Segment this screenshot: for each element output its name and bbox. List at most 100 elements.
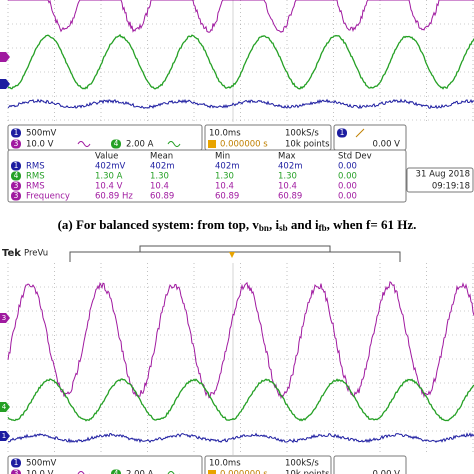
- channel-number: 4: [14, 171, 19, 180]
- measure-value: 402m: [278, 162, 303, 172]
- caption-text: , when f= 61 Hz.: [327, 217, 417, 232]
- caption-subscript: fb: [319, 223, 327, 233]
- measure-value: 60.89: [215, 192, 239, 202]
- channel-marker-label: 4: [2, 403, 7, 411]
- measure-value: 1.30 A: [95, 172, 123, 182]
- trigger-position: 0.000000 s: [220, 470, 268, 474]
- channel-badge: [337, 128, 347, 138]
- trigger-level: 0.00 V: [373, 140, 401, 150]
- date-box: [406, 167, 474, 193]
- channel-badge: [11, 161, 21, 171]
- channel-scale: 2.00 A: [126, 140, 154, 150]
- trigger-pointer: [229, 252, 235, 258]
- channel-number: 1: [14, 161, 19, 170]
- ac-icon: [77, 141, 91, 147]
- channel-badge: [11, 171, 21, 181]
- table-header: Mean: [150, 152, 173, 162]
- table-header: Min: [215, 152, 230, 162]
- trigger-marker: [208, 470, 216, 474]
- trigger-box: [333, 455, 407, 474]
- channel-number: 4: [114, 469, 119, 474]
- measure-value: 1.30: [150, 172, 169, 182]
- channel-badge: [11, 469, 21, 474]
- channel-marker: [0, 313, 10, 323]
- waveform: [7, 98, 474, 110]
- bottom-panel: 1 500mV 3 10.0 V 4 2.00 A 10.0ms 100kS/s 0.00000…: [0, 313, 400, 474]
- measure-value: 0.00: [338, 162, 357, 172]
- channel-marker: [0, 52, 10, 62]
- measure-value: 60.89 Hz: [95, 192, 133, 202]
- caption: (a) For balanced system: from top, vbn, …: [58, 217, 417, 233]
- channel-number: 3: [14, 181, 19, 190]
- measure-name: RMS: [26, 162, 45, 172]
- channel-marker-label: 1: [2, 432, 6, 440]
- channel-badge: [11, 128, 21, 138]
- measure-value: 1.30: [215, 172, 234, 182]
- channel-badge: [11, 139, 21, 149]
- waveform: [8, 432, 474, 444]
- caption-subscript: sb: [279, 223, 288, 233]
- top-waves: [7, 0, 474, 110]
- measure-name: Frequency: [26, 192, 70, 202]
- ac-icon: [167, 141, 181, 147]
- channel-number: 4: [114, 139, 119, 148]
- bottom-grid: [7, 263, 474, 455]
- measure-value: 10.4 V: [95, 182, 123, 192]
- channel-number: 1: [14, 458, 19, 467]
- channel-scale: 500mV: [26, 129, 57, 139]
- table-header: Max: [278, 152, 296, 162]
- top-screen: [0, 0, 474, 122]
- timebase-box: [204, 455, 332, 474]
- channel-badge: [11, 191, 21, 201]
- slope-icon: [355, 128, 365, 138]
- table-header: Value: [95, 152, 118, 162]
- caption-text: (a) For balanced system: from top, v: [58, 217, 260, 232]
- channel-number: 3: [14, 191, 19, 200]
- table-header: Std Dev: [338, 152, 372, 162]
- date: 31 Aug 2018: [416, 170, 470, 180]
- caption-text: , i: [269, 217, 280, 232]
- measure-name: RMS: [26, 182, 45, 192]
- record-length: 10k points: [285, 470, 330, 474]
- record-length: 10k points: [285, 140, 330, 150]
- channel-marker: [0, 402, 10, 412]
- caption-text: and i: [288, 217, 319, 232]
- channel-number: 3: [14, 469, 19, 474]
- measure-value: 0.00: [338, 182, 357, 192]
- channel-scale: 10.0 V: [26, 470, 54, 474]
- channel-badge: [111, 469, 121, 474]
- time: 09:19:18: [432, 182, 470, 192]
- sample-rate: 100kS/s: [285, 129, 319, 139]
- waveform: [7, 281, 474, 400]
- channel-marker: [0, 79, 10, 89]
- timebase-scale: 10.0ms: [209, 459, 241, 469]
- measure-box: [7, 149, 407, 203]
- channel-scale: 500mV: [26, 459, 57, 469]
- waveform: [7, 33, 474, 90]
- channel-badge: [11, 181, 21, 191]
- measure-value: 60.89: [278, 192, 302, 202]
- channel-scale: 10.0 V: [26, 140, 54, 150]
- measure-value: 0.00: [338, 192, 357, 202]
- channel-badge: [11, 458, 21, 468]
- measure-name: RMS: [26, 172, 45, 182]
- ac-icon: [77, 471, 90, 474]
- measure-value: 10.4: [278, 182, 297, 192]
- trigger-level: 0.00 V: [373, 470, 401, 474]
- caption-subscript: bn: [259, 223, 269, 233]
- measure-value: 402m: [215, 162, 240, 172]
- measure-value: 10.4: [150, 182, 169, 192]
- channel-scale: 2.00 A: [126, 470, 154, 474]
- channel-number: 1: [14, 128, 19, 137]
- bottom-header: [0, 243, 474, 263]
- channel-number: 1: [340, 128, 345, 137]
- timebase-scale: 10.0ms: [209, 129, 241, 139]
- channel-marker-label: 3: [2, 314, 6, 322]
- measure-value: 1.30: [278, 172, 297, 182]
- measure-value: 402mV: [95, 162, 126, 172]
- trigger-position: 0.000000 s: [220, 140, 268, 150]
- ac-icon: [167, 471, 180, 474]
- measure-value: 60.89: [150, 192, 174, 202]
- trigger-marker: [208, 140, 216, 148]
